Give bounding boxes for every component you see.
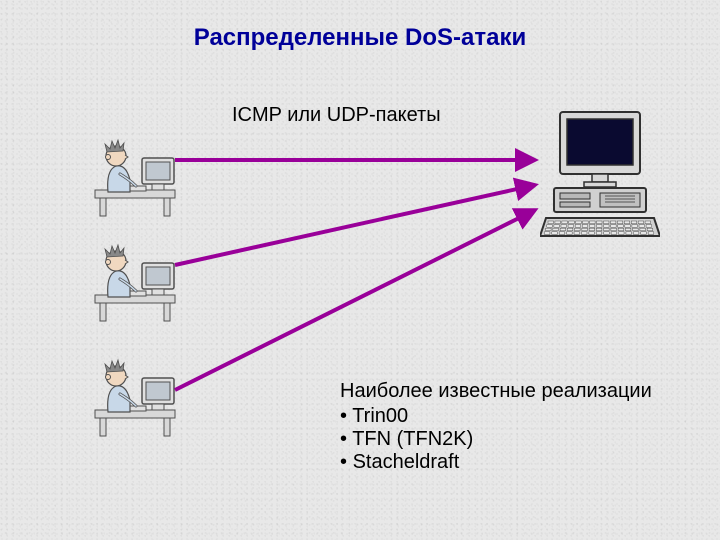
attacker-2 (90, 235, 180, 325)
implementation-item: Trin00 (340, 405, 652, 428)
slide-title: Распределенные DoS-атаки (0, 24, 720, 52)
attacker-3 (90, 350, 180, 440)
target-computer (540, 110, 660, 240)
packet-label: ICMP или UDP-пакеты (232, 104, 441, 127)
implementations-block: Наиболее известные реализации Trin00 TFN… (340, 380, 652, 474)
implementation-item: Stacheldraft (340, 451, 652, 474)
attacker-1 (90, 130, 180, 220)
implementations-heading: Наиболее известные реализации (340, 380, 652, 403)
slide-canvas: Распределенные DoS-атаки ICMP или UDP-па… (0, 0, 720, 540)
implementation-item: TFN (TFN2K) (340, 428, 652, 451)
